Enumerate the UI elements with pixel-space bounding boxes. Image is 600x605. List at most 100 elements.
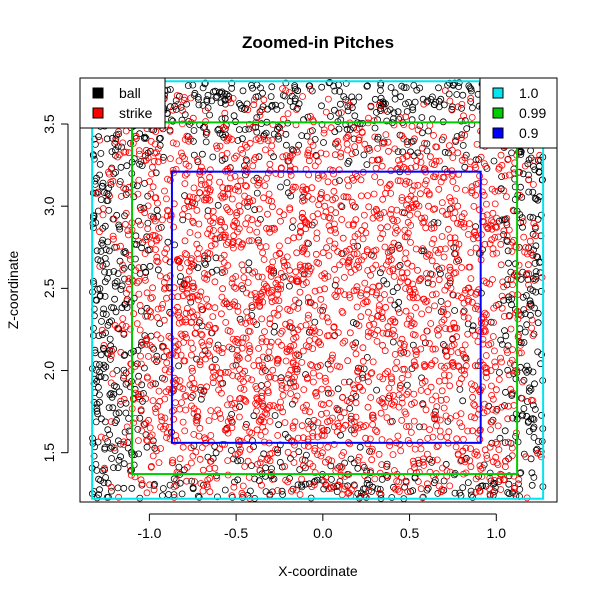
ball-point (238, 135, 246, 143)
strike-point (451, 234, 459, 242)
strike-point (224, 238, 232, 246)
strike-point (322, 377, 330, 385)
ball-point (505, 490, 513, 498)
strike-point (122, 220, 129, 228)
strike-point (350, 426, 358, 434)
strike-point (187, 351, 195, 359)
strike-point (155, 152, 163, 160)
strike-point (306, 460, 314, 468)
strike-point (272, 251, 280, 259)
ball-point (538, 411, 545, 419)
ball-point (525, 188, 533, 196)
strike-point (287, 342, 294, 350)
ball-point (104, 197, 112, 204)
ball-point (104, 274, 111, 282)
strike-point (489, 406, 497, 413)
strike-point (495, 187, 502, 195)
strike-point (487, 426, 495, 434)
strike-point (181, 237, 189, 245)
strike-point (500, 312, 508, 320)
ball-point (508, 301, 515, 309)
strike-point (259, 364, 267, 372)
strike-point (384, 223, 391, 231)
strike-point (454, 202, 462, 210)
strike-point (159, 156, 167, 164)
ball-point (166, 481, 174, 489)
strike-point (189, 293, 197, 301)
strike-point (306, 112, 314, 120)
strike-point (196, 361, 204, 369)
strike-point (271, 297, 279, 304)
strike-point (413, 157, 421, 164)
strike-point (189, 452, 197, 460)
ball-point (93, 407, 101, 415)
ball-point (225, 92, 233, 100)
ball-point (95, 133, 102, 141)
strike-point (248, 302, 256, 310)
strike-point (170, 415, 178, 423)
strike-point (357, 192, 365, 200)
ball-point (90, 277, 97, 285)
strike-point (446, 468, 454, 476)
strike-point (508, 247, 516, 255)
strike-point (263, 456, 271, 464)
legend-pitch-box (79, 77, 166, 129)
ball-point (90, 324, 97, 332)
strike-point (331, 151, 339, 159)
strike-point (317, 295, 325, 303)
strike-point (258, 273, 266, 281)
strike-point (314, 419, 322, 427)
strike-point (454, 219, 461, 227)
strike-point (396, 384, 404, 392)
strike-point (161, 422, 169, 430)
strike-point (528, 324, 535, 332)
strike-point (277, 398, 284, 406)
strike-point (433, 403, 441, 411)
strike-point (231, 172, 239, 180)
strike-point (393, 206, 401, 214)
strike-point (303, 219, 311, 226)
strike-point (149, 397, 157, 405)
strike-point (495, 376, 503, 383)
strike-point (195, 220, 203, 228)
strike-point (294, 304, 302, 312)
strike-point (163, 347, 171, 355)
strike-point (326, 214, 334, 222)
strike-point (257, 431, 265, 439)
strike-point (364, 308, 372, 316)
strike-point (157, 445, 165, 452)
strike-point (375, 101, 383, 109)
strike-point (274, 276, 282, 284)
ball-point (96, 391, 103, 399)
strike-point (266, 457, 274, 465)
ball-point (235, 126, 243, 134)
strike-point (236, 207, 244, 215)
strike-point (224, 190, 232, 198)
strike-point (339, 234, 347, 242)
strike-point (446, 194, 454, 202)
strike-point (321, 374, 329, 382)
ball-point (336, 100, 344, 108)
strike-point (408, 186, 416, 194)
ball-point (159, 485, 167, 492)
strike-point (317, 190, 325, 198)
strike-point (124, 379, 132, 387)
strike-point (472, 290, 480, 298)
strike-point (381, 243, 389, 251)
ball-point (505, 472, 513, 480)
strike-point (384, 368, 392, 375)
strike-point (302, 279, 310, 286)
ball-point (496, 434, 504, 442)
strike-point (170, 483, 178, 491)
strike-point (211, 240, 219, 248)
ball-point (276, 458, 284, 466)
strike-point (193, 419, 201, 427)
strike-point (178, 282, 186, 290)
strike-point (388, 375, 396, 383)
strike-point (438, 486, 446, 493)
strike-point (388, 215, 396, 223)
strike-point (330, 332, 338, 340)
ball-point (532, 268, 540, 276)
strike-point (423, 450, 431, 458)
